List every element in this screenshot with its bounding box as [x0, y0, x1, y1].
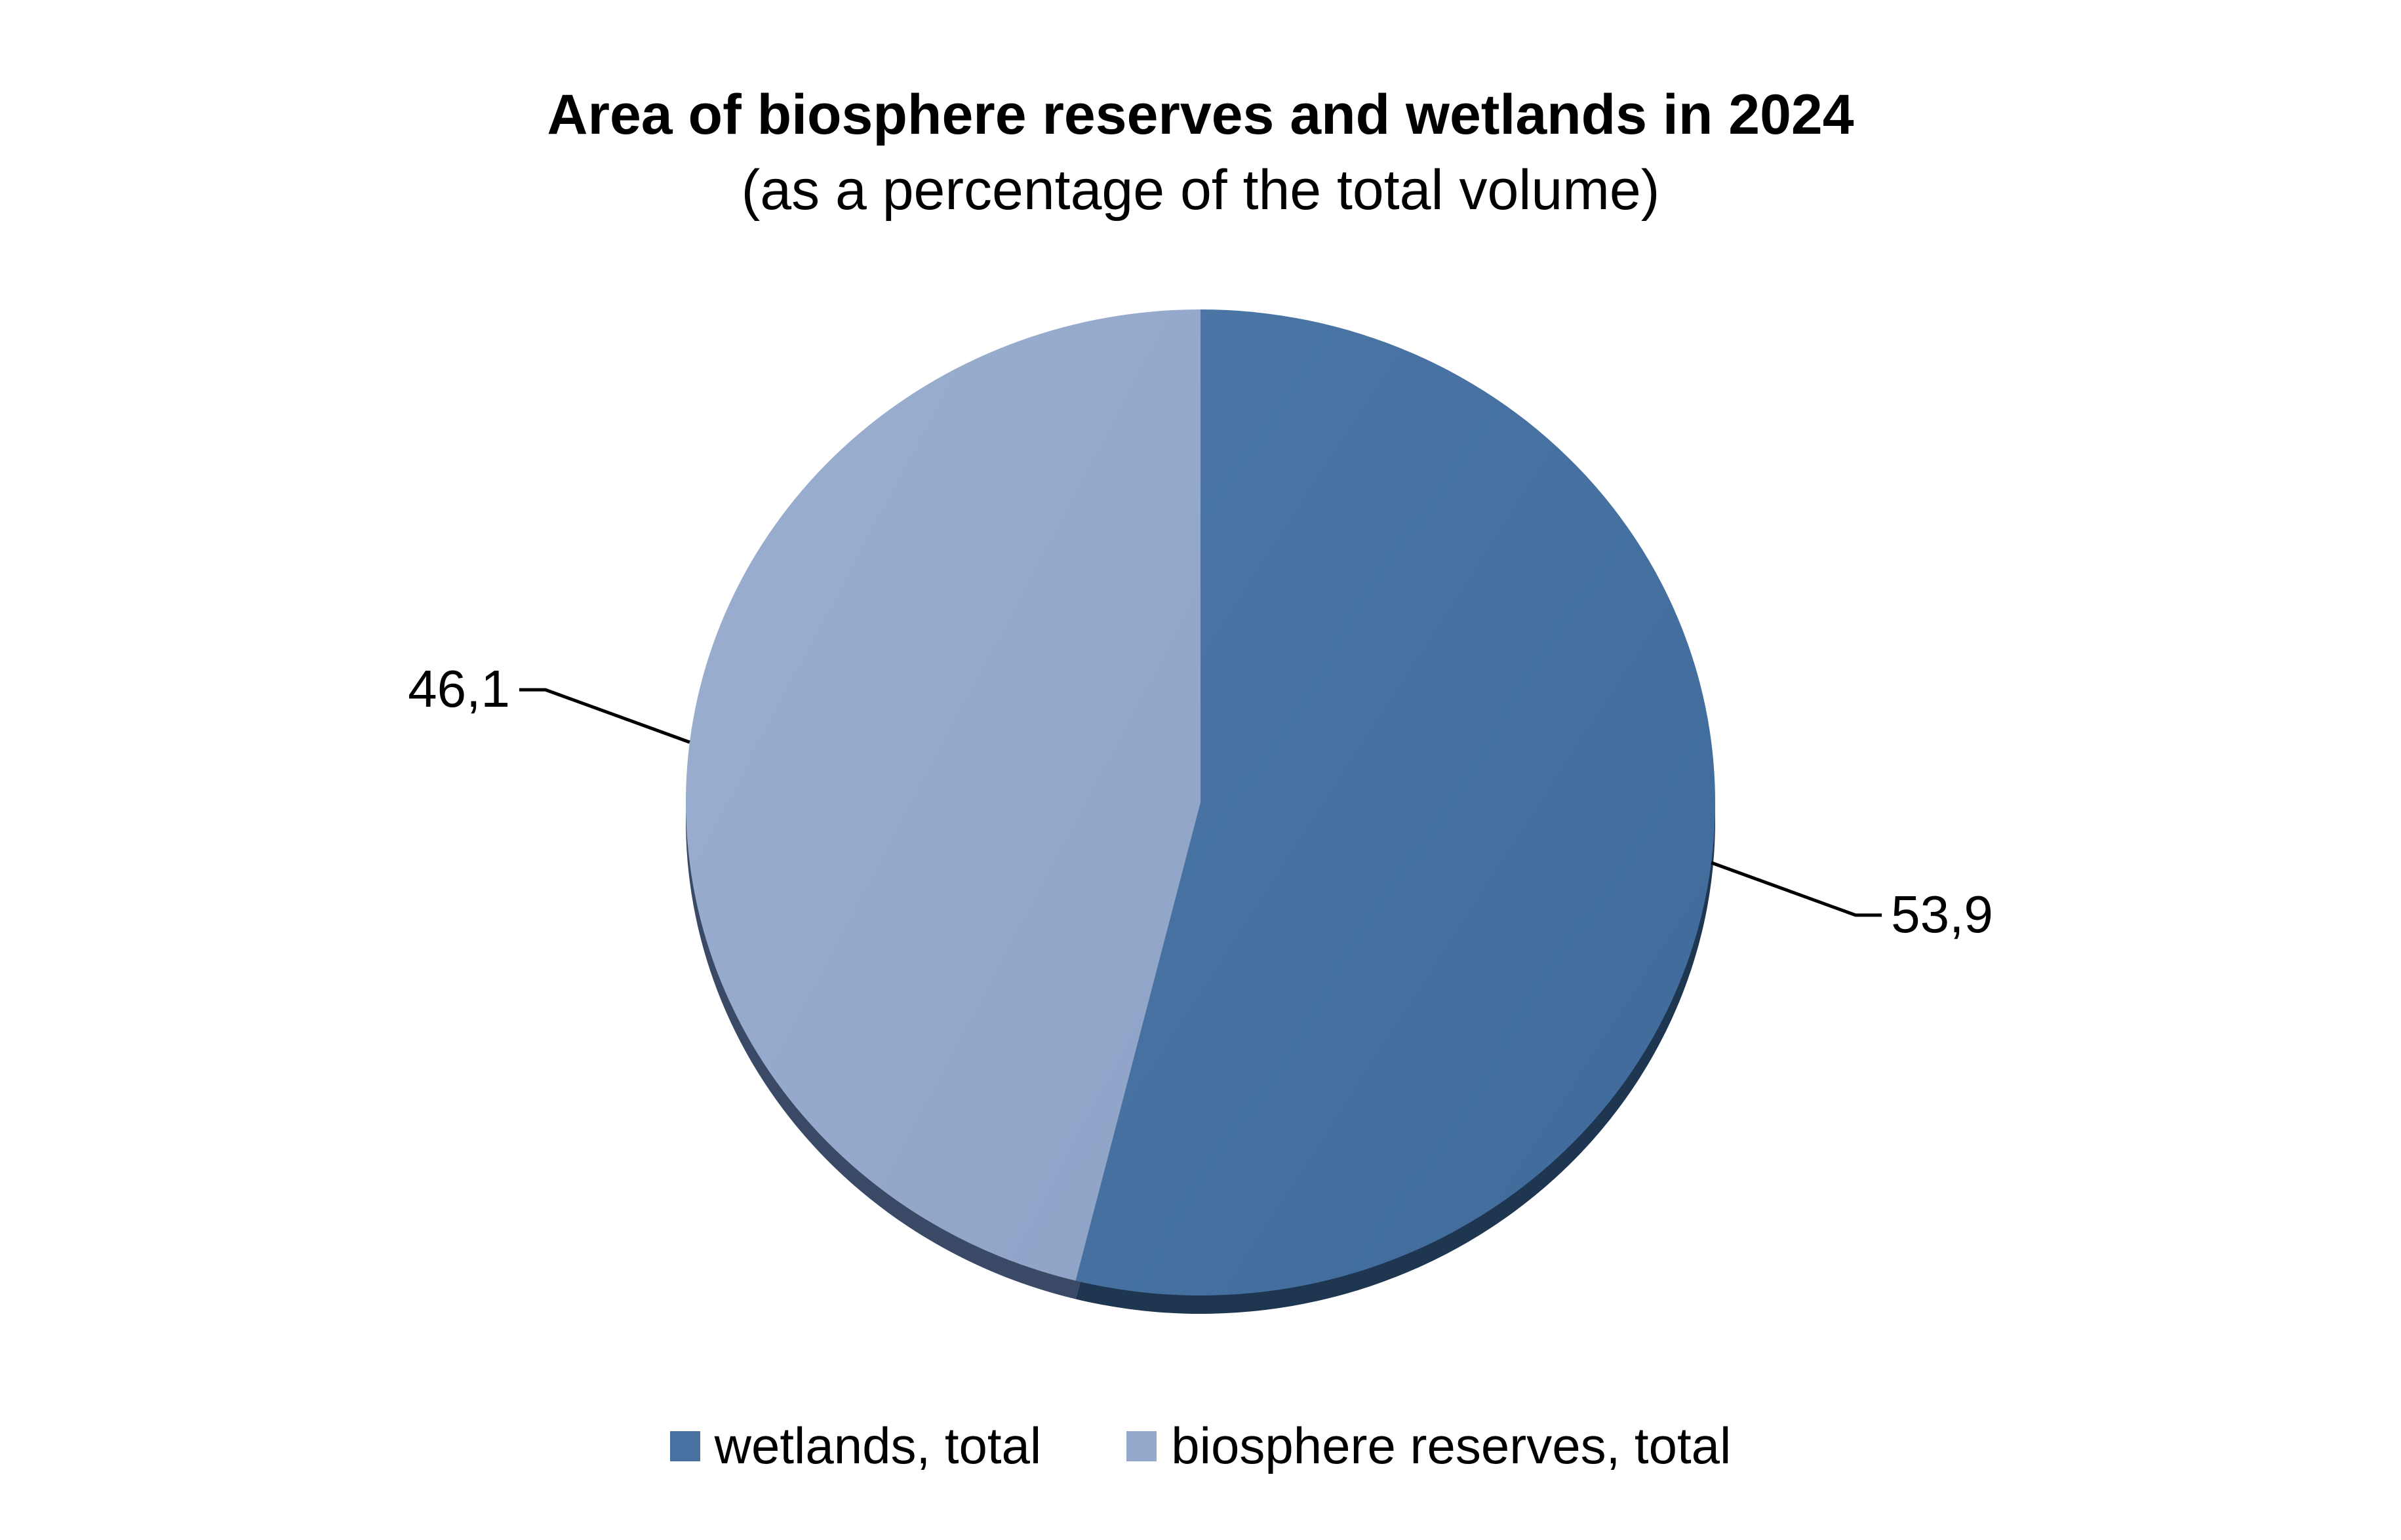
legend-item-biosphere-reserves: biosphere reserves, total — [1126, 1416, 1731, 1476]
data-label-biosphere-reserves: 46,1 — [408, 660, 510, 718]
pie-data-labels: 53,9 46,1 — [408, 660, 1993, 943]
legend-label-biosphere-reserves: biosphere reserves, total — [1171, 1417, 1732, 1474]
legend-item-wetlands: wetlands, total — [669, 1416, 1042, 1476]
legend-label-wetlands: wetlands, total — [714, 1417, 1042, 1474]
legend-swatch-biosphere-reserves — [1126, 1431, 1157, 1461]
pie-leader-lines — [519, 688, 1882, 917]
pie-slice-wetlands — [1075, 309, 1716, 1296]
chart-title: Area of biosphere reserves and wetlands … — [547, 83, 1854, 146]
chart-subtitle: (as a percentage of the total volume) — [741, 159, 1660, 222]
pie-slice-biosphere-reserves — [686, 309, 1200, 1281]
leader-line-wetlands — [1711, 861, 1882, 917]
title-block: Area of biosphere reserves and wetlands … — [0, 79, 2401, 229]
data-label-wetlands: 53,9 — [1891, 885, 1993, 943]
legend: wetlands, total biosphere reserves, tota… — [0, 1416, 2401, 1476]
pie-slices — [686, 309, 1716, 1296]
leader-line-biosphere-reserves — [519, 688, 690, 744]
legend-swatch-wetlands — [669, 1431, 700, 1461]
